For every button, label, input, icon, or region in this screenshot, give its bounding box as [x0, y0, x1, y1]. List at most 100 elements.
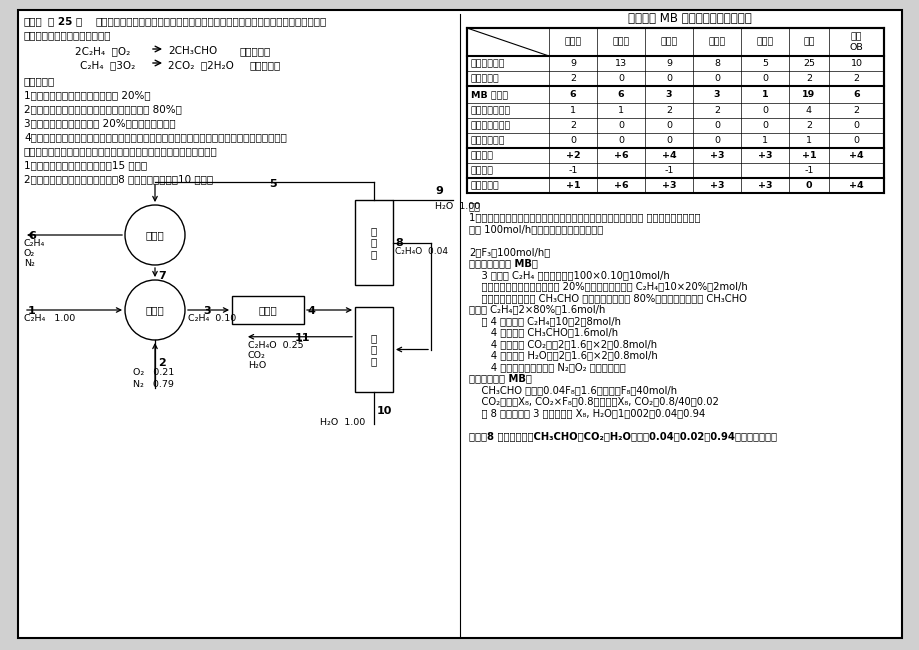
- Text: 8: 8: [713, 59, 720, 68]
- Text: 吸
收
塔: 吸 收 塔: [370, 226, 377, 259]
- Text: +2: +2: [565, 151, 580, 160]
- Text: 流股变量总数: 流股变量总数: [471, 59, 505, 68]
- Text: H₂O: H₂O: [248, 361, 266, 370]
- Text: -1: -1: [803, 166, 812, 175]
- Text: 3 号流股 C₂H₄ 的摩尔流量＝100×0.10＝10mol/h: 3 号流股 C₂H₄ 的摩尔流量＝100×0.10＝10mol/h: [469, 270, 669, 280]
- Text: 已知附加式数: 已知附加式数: [471, 136, 505, 145]
- Text: 13: 13: [614, 59, 627, 68]
- Text: 因其在反应器中单程转化率为 20%，单程反应消耗的 C₂H₄＝10×20%＝2mol/h: 因其在反应器中单程转化率为 20%，单程反应消耗的 C₂H₄＝10×20%＝2m…: [469, 281, 747, 291]
- Text: C₂H₄  ＋3O₂: C₂H₄ ＋3O₂: [80, 60, 135, 70]
- Text: 2C₂H₄  ＋O₂: 2C₂H₄ ＋O₂: [75, 46, 130, 56]
- Text: 2: 2: [713, 106, 720, 115]
- Text: 先求解反应器的 MB：: 先求解反应器的 MB：: [469, 259, 538, 268]
- Text: 则 4 号流股中 C₂H₄＝10－2＝8mol/h: 则 4 号流股中 C₂H₄＝10－2＝8mol/h: [469, 316, 620, 326]
- Text: C₂H₄O  0.25: C₂H₄O 0.25: [248, 341, 303, 350]
- Text: 4 号流股中 CO₂＝（2－1.6）×2＝0.8mol/h: 4 号流股中 CO₂＝（2－1.6）×2＝0.8mol/h: [469, 339, 656, 349]
- Text: 2: 2: [853, 74, 858, 83]
- Text: 7: 7: [158, 271, 165, 281]
- Text: 25: 25: [802, 59, 814, 68]
- Text: 6: 6: [852, 90, 859, 99]
- Text: +6: +6: [613, 151, 628, 160]
- Text: 0: 0: [805, 181, 811, 190]
- Text: 反应器: 反应器: [563, 38, 581, 47]
- Text: 3: 3: [713, 90, 720, 99]
- Text: H₂O  1.00: H₂O 1.00: [320, 418, 365, 427]
- Text: -1: -1: [664, 166, 673, 175]
- Text: 0: 0: [761, 106, 767, 115]
- Text: C₂H₄: C₂H₄: [24, 239, 45, 248]
- Text: 0: 0: [761, 121, 767, 130]
- Text: 5: 5: [268, 179, 277, 189]
- Text: 共 25 分: 共 25 分: [48, 16, 82, 26]
- Text: +1: +1: [565, 181, 580, 190]
- Text: 9: 9: [665, 59, 671, 68]
- Text: +4: +4: [661, 151, 675, 160]
- Text: 1、试作该过程的自由度分析（15 分）。: 1、试作该过程的自由度分析（15 分）。: [24, 160, 147, 170]
- Text: +3: +3: [757, 151, 771, 160]
- Text: 10: 10: [377, 406, 391, 416]
- Text: 混合器: 混合器: [660, 38, 677, 47]
- Text: 10: 10: [849, 59, 862, 68]
- Text: 1: 1: [761, 90, 767, 99]
- Text: 0: 0: [665, 121, 671, 130]
- Text: +4: +4: [848, 151, 863, 160]
- Bar: [467, 28, 883, 193]
- Text: 2: 2: [570, 121, 575, 130]
- Text: 2、求解吸收塔吸收液流出流股（8 号流股）的组成（10 分）。: 2、求解吸收塔吸收液流出流股（8 号流股）的组成（10 分）。: [24, 174, 213, 184]
- Text: 整体
OB: 整体 OB: [849, 32, 862, 52]
- Text: 量为 100mol/h。完成以上自由度分析表。: 量为 100mol/h。完成以上自由度分析表。: [469, 224, 603, 234]
- Text: 3、离开吸收塔的气流股有 20%通过分流器放空；: 3、离开吸收塔的气流股有 20%通过分流器放空；: [24, 118, 176, 128]
- Text: 1: 1: [570, 106, 575, 115]
- Text: （主反应）: （主反应）: [240, 46, 271, 56]
- Text: 2: 2: [805, 121, 811, 130]
- Bar: [355, 200, 392, 285]
- Text: 4 号流股中 CH₃CHO＝1.6mol/h: 4 号流股中 CH₃CHO＝1.6mol/h: [469, 328, 618, 337]
- Text: 过程: 过程: [802, 38, 814, 47]
- Text: 6: 6: [569, 90, 575, 99]
- Text: 5: 5: [761, 59, 767, 68]
- Text: （副反应）: （副反应）: [250, 60, 281, 70]
- Text: 原自由度: 原自由度: [471, 151, 494, 160]
- Text: 0: 0: [761, 74, 767, 83]
- Text: 计算基准: 计算基准: [471, 166, 494, 175]
- Text: C₂H₄O  0.04: C₂H₄O 0.04: [394, 246, 448, 255]
- Text: 1: 1: [28, 306, 36, 316]
- Text: 3: 3: [665, 90, 672, 99]
- Text: 设计已知：: 设计已知：: [24, 76, 55, 86]
- Text: N₂: N₂: [24, 259, 35, 268]
- Text: 4: 4: [805, 106, 811, 115]
- Text: 1: 1: [761, 136, 767, 145]
- Text: +3: +3: [709, 181, 723, 190]
- Text: 吸收塔: 吸收塔: [612, 38, 629, 47]
- Text: 最终自由度: 最终自由度: [471, 181, 499, 190]
- Text: +3: +3: [709, 151, 723, 160]
- Text: 3: 3: [203, 306, 210, 316]
- Text: 0: 0: [665, 136, 671, 145]
- Text: 单元变量数: 单元变量数: [471, 74, 499, 83]
- Text: 11: 11: [295, 333, 311, 343]
- Text: 9: 9: [570, 59, 575, 68]
- Text: 0: 0: [853, 121, 858, 130]
- Text: 学反应。图中组成为摩尔分率。设计出的流程示意图如下所示，要求：: 学反应。图中组成为摩尔分率。设计出的流程示意图如下所示，要求：: [24, 146, 218, 156]
- Text: 0: 0: [713, 136, 720, 145]
- Bar: [232, 296, 303, 324]
- Text: -1: -1: [568, 166, 577, 175]
- Text: 0: 0: [713, 74, 720, 83]
- Text: 提
取
塔: 提 取 塔: [370, 333, 377, 366]
- Text: 4: 4: [308, 306, 315, 316]
- Text: O₂   0.21: O₂ 0.21: [133, 368, 174, 377]
- Text: O₂: O₂: [24, 249, 35, 258]
- Text: C₂H₄  0.10: C₂H₄ 0.10: [187, 314, 236, 323]
- Text: 分流器: 分流器: [755, 38, 773, 47]
- Text: 6: 6: [28, 231, 36, 241]
- Text: 1、自由度分析结果见上表，是弹性设计，应该挑选衡算计算基准 设反应器进料流股流: 1、自由度分析结果见上表，是弹性设计，应该挑选衡算计算基准 设反应器进料流股流: [469, 213, 699, 222]
- Text: +6: +6: [613, 181, 628, 190]
- Text: 反应器: 反应器: [258, 305, 277, 315]
- Text: 4 号流股中 H₂O＝（2－1.6）×2＝0.8mol/h: 4 号流股中 H₂O＝（2－1.6）×2＝0.8mol/h: [469, 350, 657, 361]
- Text: 消耗的 C₂H₄＝2×80%＝1.6mol/h: 消耗的 C₂H₄＝2×80%＝1.6mol/h: [469, 304, 605, 315]
- Text: 2: 2: [853, 106, 858, 115]
- Text: 的完全氧化反应），反应式为：: 的完全氧化反应），反应式为：: [24, 30, 111, 40]
- Text: 0: 0: [665, 74, 671, 83]
- Text: 结论，8 号流股组成（CH₃CHO，CO₂，H₂O）＝（0.04，0.02，0.94）（摩尔分率）: 结论，8 号流股组成（CH₃CHO，CO₂，H₂O）＝（0.04，0.02，0.…: [469, 431, 777, 441]
- Text: 五、（: 五、（: [24, 16, 42, 26]
